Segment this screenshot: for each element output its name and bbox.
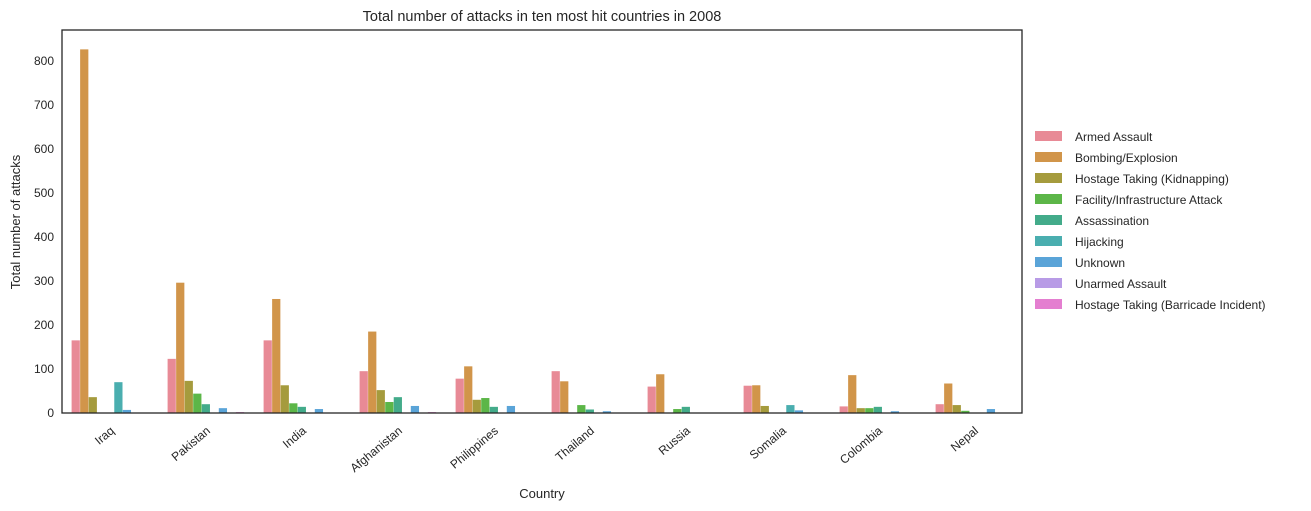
legend-label: Armed Assault — [1075, 130, 1153, 144]
x-tick-label: Iraq — [92, 424, 117, 448]
bar-india-0 — [263, 340, 272, 413]
bar-india-6 — [314, 409, 324, 413]
bar-russia-3 — [673, 409, 682, 413]
legend-label: Facility/Infrastructure Attack — [1075, 193, 1223, 207]
bar-iraq-6 — [122, 409, 132, 413]
y-tick-label: 700 — [34, 98, 54, 112]
bar-colombia-6 — [890, 411, 900, 413]
y-tick-label: 0 — [47, 406, 54, 420]
x-tick-label: Russia — [656, 423, 693, 458]
bar-nepal-0 — [935, 404, 944, 413]
legend-swatch — [1035, 131, 1062, 141]
bar-iraq-0 — [71, 340, 80, 413]
legend-label: Bombing/Explosion — [1075, 151, 1178, 165]
bar-afghanistan-1 — [368, 331, 377, 413]
legend-label: Unknown — [1075, 256, 1125, 270]
bar-colombia-2 — [856, 408, 865, 413]
bar-iraq-2 — [88, 397, 97, 413]
bar-nepal-1 — [944, 383, 953, 413]
bar-somalia-5 — [786, 405, 795, 413]
bar-pakistan-4 — [201, 404, 210, 413]
bar-pakistan-3 — [193, 393, 202, 413]
bar-colombia-0 — [839, 406, 848, 413]
legend-swatch — [1035, 299, 1062, 309]
bar-somalia-0 — [743, 385, 752, 413]
legend-label: Hijacking — [1075, 235, 1124, 249]
bar-india-1 — [272, 298, 281, 413]
y-axis-label: Total number of attacks — [8, 154, 23, 289]
bar-russia-1 — [656, 374, 665, 413]
legend-swatch — [1035, 215, 1062, 225]
x-tick-label: Philippines — [447, 424, 500, 472]
legend-label: Unarmed Assault — [1075, 277, 1167, 291]
legend-swatch — [1035, 194, 1062, 204]
legend: Armed Assault Bombing/Explosion Hostage Ta… — [1035, 130, 1266, 312]
bar-india-3 — [289, 403, 298, 413]
bar-colombia-3 — [865, 408, 874, 413]
bar-india-4 — [297, 406, 306, 413]
legend-label: Assassination — [1075, 214, 1149, 228]
legend-swatch — [1035, 257, 1062, 267]
y-tick-label: 800 — [34, 54, 54, 68]
bar-thailand-4 — [585, 409, 594, 413]
legend-label: Hostage Taking (Barricade Incident) — [1075, 298, 1266, 312]
bar-somalia-1 — [752, 385, 761, 413]
legend-label: Hostage Taking (Kidnapping) — [1075, 172, 1229, 186]
legend-swatch — [1035, 278, 1062, 288]
y-tick-label: 400 — [34, 230, 54, 244]
bar-somalia-2 — [760, 405, 769, 413]
bars-group — [71, 49, 996, 414]
bar-philippines-2 — [472, 399, 481, 413]
bar-india-2 — [280, 385, 289, 413]
legend-swatch — [1035, 152, 1062, 162]
bar-thailand-6 — [602, 411, 612, 413]
bar-iraq-1 — [80, 49, 89, 414]
bar-russia-4 — [681, 406, 690, 413]
x-tick-label: Somalia — [747, 423, 789, 462]
bar-somalia-6 — [794, 410, 804, 413]
y-tick-label: 200 — [34, 318, 54, 332]
x-tick-label: Nepal — [948, 424, 981, 455]
bar-thailand-1 — [560, 381, 569, 413]
legend-swatch — [1035, 236, 1062, 246]
x-tick-label: Thailand — [553, 424, 597, 464]
bar-nepal-2 — [952, 405, 961, 413]
bar-thailand-3 — [577, 405, 586, 413]
y-tick-label: 300 — [34, 274, 54, 288]
bar-philippines-0 — [455, 378, 464, 413]
x-tick-label: India — [280, 423, 309, 451]
bar-philippines-6 — [506, 405, 516, 413]
y-tick-label: 100 — [34, 362, 54, 376]
bar-nepal-6 — [986, 409, 996, 413]
bar-nepal-3 — [961, 410, 970, 413]
bar-philippines-1 — [464, 366, 473, 413]
bar-pakistan-1 — [176, 282, 185, 413]
bar-thailand-0 — [551, 371, 560, 413]
y-tick-label: 600 — [34, 142, 54, 156]
bar-afghanistan-2 — [376, 390, 385, 413]
y-tick-label: 500 — [34, 186, 54, 200]
bar-pakistan-0 — [167, 358, 176, 413]
bar-colombia-4 — [873, 406, 882, 413]
bar-iraq-5 — [114, 382, 123, 413]
x-tick-label: Afghanistan — [347, 424, 405, 475]
x-tick-label: Pakistan — [169, 424, 213, 464]
x-axis-label: Country — [519, 486, 565, 501]
legend-swatch — [1035, 173, 1062, 183]
bar-afghanistan-6 — [410, 405, 420, 413]
bar-colombia-1 — [848, 375, 857, 413]
bar-philippines-3 — [481, 398, 490, 413]
chart-title: Total number of attacks in ten most hit … — [363, 9, 722, 25]
x-tick-label: Colombia — [837, 423, 885, 467]
bar-pakistan-6 — [218, 408, 228, 413]
bar-pakistan-2 — [184, 380, 193, 413]
bar-afghanistan-4 — [393, 397, 402, 413]
bar-afghanistan-3 — [385, 401, 394, 413]
bar-philippines-4 — [489, 406, 498, 413]
plot-frame — [61, 29, 1023, 414]
bar-afghanistan-0 — [359, 371, 368, 413]
bar-russia-0 — [647, 386, 656, 413]
